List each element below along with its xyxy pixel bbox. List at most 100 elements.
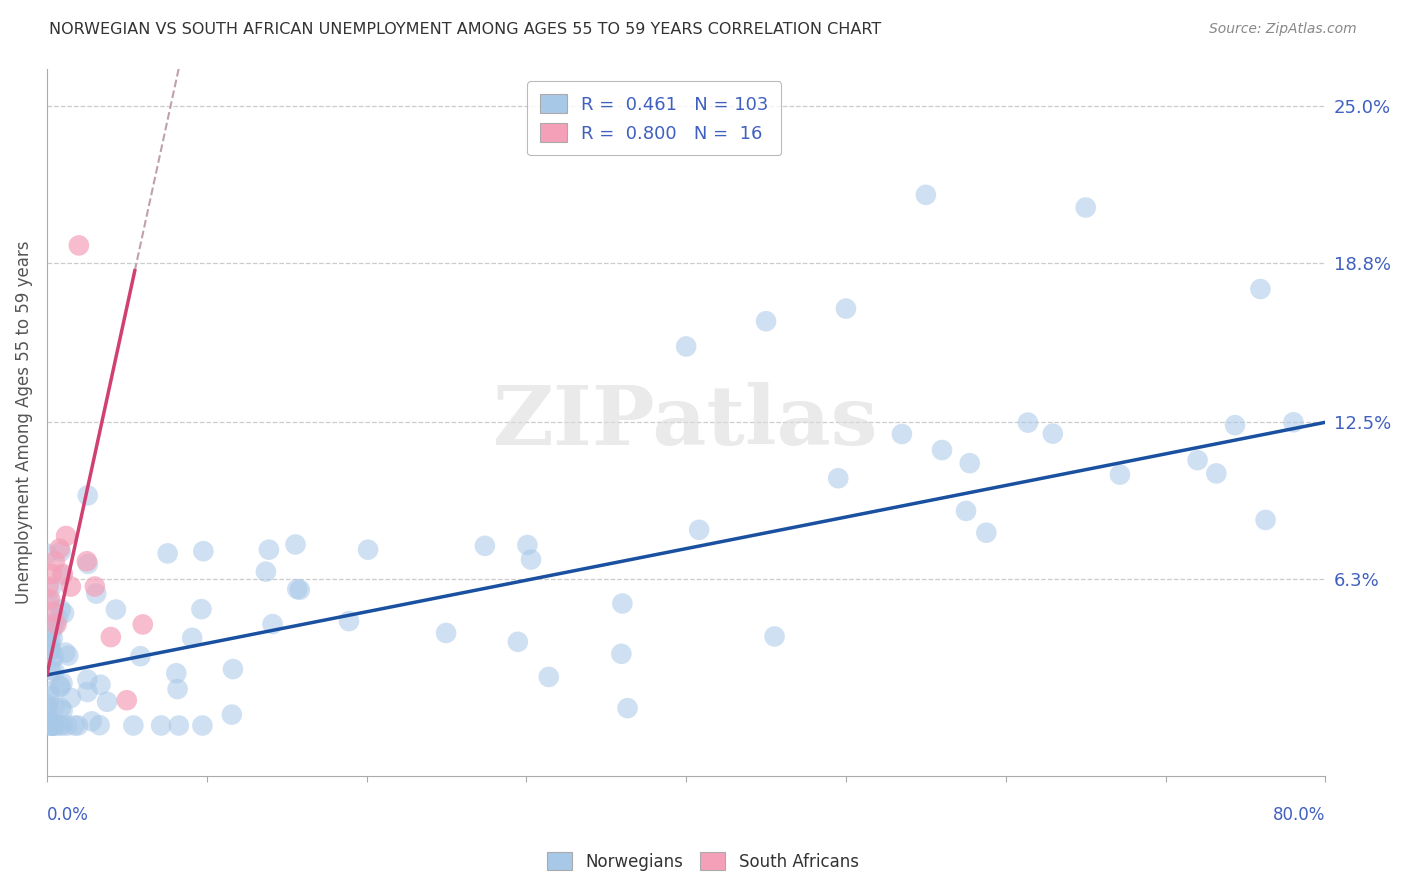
Point xyxy=(44,554,66,568)
Point xyxy=(89,718,111,732)
Point xyxy=(39,617,62,632)
Point xyxy=(357,542,380,557)
Point xyxy=(39,643,62,657)
Point xyxy=(835,301,858,316)
Point xyxy=(39,636,62,650)
Point xyxy=(610,647,633,661)
Point xyxy=(122,718,145,732)
Point xyxy=(955,504,977,518)
Point xyxy=(890,427,912,442)
Point xyxy=(67,238,90,252)
Point xyxy=(42,605,65,619)
Point xyxy=(537,670,560,684)
Point xyxy=(1187,453,1209,467)
Point xyxy=(84,586,107,600)
Point xyxy=(616,701,638,715)
Point xyxy=(520,552,543,566)
Point xyxy=(49,701,72,715)
Point xyxy=(38,718,60,732)
Point xyxy=(165,666,187,681)
Point xyxy=(44,649,66,664)
Point xyxy=(44,619,66,633)
Point xyxy=(59,580,82,594)
Point xyxy=(156,546,179,560)
Point xyxy=(37,637,59,651)
Point xyxy=(516,538,538,552)
Point xyxy=(48,718,70,732)
Point xyxy=(755,314,778,328)
Point xyxy=(976,525,998,540)
Point xyxy=(49,679,72,693)
Point xyxy=(959,456,981,470)
Point xyxy=(42,718,65,732)
Point xyxy=(37,547,59,561)
Point xyxy=(55,646,77,660)
Point xyxy=(288,582,311,597)
Point xyxy=(37,710,59,724)
Point xyxy=(41,566,63,581)
Point xyxy=(39,592,62,607)
Point xyxy=(763,629,786,643)
Point xyxy=(222,662,245,676)
Point xyxy=(58,648,80,663)
Text: 80.0%: 80.0% xyxy=(1272,806,1326,824)
Point xyxy=(474,539,496,553)
Point xyxy=(42,718,65,732)
Point xyxy=(190,602,212,616)
Y-axis label: Unemployment Among Ages 55 to 59 years: Unemployment Among Ages 55 to 59 years xyxy=(15,241,32,604)
Point xyxy=(1074,201,1097,215)
Point xyxy=(506,635,529,649)
Point xyxy=(51,676,73,690)
Point xyxy=(41,716,63,731)
Point xyxy=(262,617,284,632)
Text: ZIPatlas: ZIPatlas xyxy=(494,383,879,462)
Point xyxy=(53,606,76,620)
Point xyxy=(49,680,72,694)
Point xyxy=(44,664,66,678)
Point xyxy=(56,718,79,732)
Point xyxy=(337,614,360,628)
Point xyxy=(38,637,60,651)
Point xyxy=(52,566,75,581)
Point xyxy=(44,718,66,732)
Point xyxy=(1249,282,1271,296)
Point xyxy=(132,617,155,632)
Point xyxy=(38,684,60,698)
Point xyxy=(39,718,62,732)
Point xyxy=(1282,415,1305,429)
Point xyxy=(35,700,58,714)
Legend: Norwegians, South Africans: Norwegians, South Africans xyxy=(538,844,868,880)
Point xyxy=(55,529,77,543)
Point xyxy=(191,718,214,732)
Point xyxy=(76,488,98,502)
Point xyxy=(100,630,122,644)
Point xyxy=(77,557,100,571)
Point xyxy=(827,471,849,485)
Point xyxy=(39,582,62,596)
Point xyxy=(63,718,86,732)
Point xyxy=(1109,467,1132,482)
Point xyxy=(257,542,280,557)
Point xyxy=(181,631,204,645)
Point xyxy=(1042,426,1064,441)
Point xyxy=(37,580,59,594)
Point xyxy=(96,695,118,709)
Point xyxy=(1254,513,1277,527)
Point xyxy=(49,602,72,616)
Point xyxy=(41,653,63,667)
Point xyxy=(42,718,65,732)
Point xyxy=(1205,467,1227,481)
Point xyxy=(41,623,63,637)
Point xyxy=(39,718,62,732)
Point xyxy=(284,537,307,551)
Point xyxy=(166,682,188,697)
Point xyxy=(931,443,953,458)
Point xyxy=(48,541,70,556)
Point xyxy=(49,544,72,558)
Point xyxy=(39,663,62,677)
Point xyxy=(221,707,243,722)
Text: NORWEGIAN VS SOUTH AFRICAN UNEMPLOYMENT AMONG AGES 55 TO 59 YEARS CORRELATION CH: NORWEGIAN VS SOUTH AFRICAN UNEMPLOYMENT … xyxy=(49,22,882,37)
Point xyxy=(39,643,62,657)
Point xyxy=(37,697,59,711)
Point xyxy=(434,626,457,640)
